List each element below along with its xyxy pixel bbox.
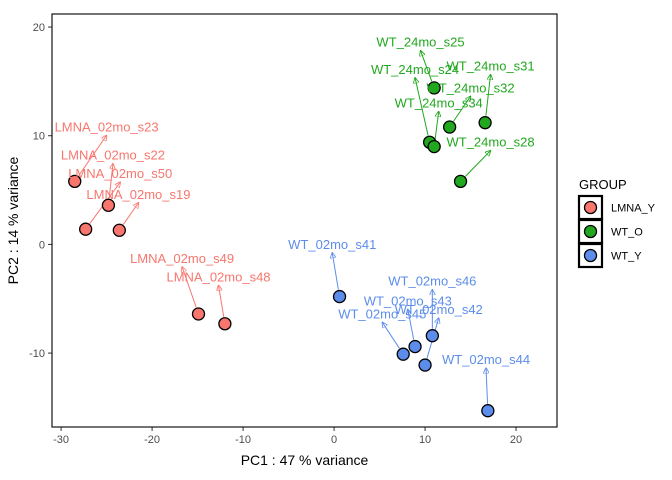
legend-label: WT_O: [611, 227, 643, 239]
point-label: WT_24mo_s34: [395, 95, 483, 110]
x-tick-label: -10: [235, 434, 251, 446]
label-arrow: [465, 151, 490, 177]
label-arrow: [421, 51, 433, 82]
label-arrow: [453, 96, 471, 122]
data-point: [332, 289, 347, 304]
data-point: [218, 317, 232, 331]
point-label: WT_24mo_s25: [376, 35, 464, 50]
chart-marks: LMNA_02mo_s23 LMNA_02mo_s22 LMNA_02mo_s50 L…: [55, 35, 535, 418]
label-arrow: [78, 135, 107, 176]
data-point: [442, 120, 457, 134]
y-tick-label: -10: [29, 348, 45, 360]
data-point: [478, 116, 492, 130]
label-arrow: [219, 285, 225, 317]
point-label: LMNA_02mo_s23: [55, 119, 159, 134]
x-tick-label: -20: [144, 434, 160, 446]
data-point: [425, 329, 439, 343]
y-tick-label: 0: [39, 239, 45, 251]
legend-title: GROUP: [579, 177, 627, 192]
label-arrow: [108, 164, 113, 199]
legend-label: LMNA_Y: [611, 203, 656, 215]
point-label: WT_24mo_s28: [446, 135, 534, 150]
point-label: WT_24mo_s32: [426, 80, 514, 95]
point-label: WT_24mo_s31: [446, 59, 534, 74]
point-label: WT_02mo_s46: [388, 274, 476, 289]
data-point: [427, 81, 441, 95]
data-points: [68, 81, 495, 418]
point-label: LMNA_02mo_s50: [68, 166, 172, 181]
y-axis-title: PC2 : 14 % variance: [5, 156, 21, 284]
x-tick-label: 20: [510, 434, 522, 446]
legend-key-marker: [583, 224, 598, 239]
legend: GROUP LMNA_Y WT_O WT_Y: [577, 177, 656, 269]
label-arrow: [485, 75, 491, 116]
data-point: [427, 139, 441, 154]
data-point: [453, 174, 468, 189]
data-point: [396, 347, 410, 361]
label-arrow: [408, 309, 415, 340]
point-label: LMNA_02mo_s22: [61, 148, 165, 163]
x-axis-title: PC1 : 47 % variance: [241, 452, 369, 468]
label-arrow: [415, 78, 429, 136]
point-label: WT_02mo_s44: [442, 352, 530, 367]
label-arrow: [122, 203, 138, 225]
data-point: [112, 223, 126, 237]
data-point: [101, 198, 116, 212]
point-label: LMNA_02mo_s19: [86, 187, 190, 202]
axis-ticks: -30 -20 -10 0 10 20 -10 0 10 20: [29, 22, 522, 446]
x-tick-label: -30: [53, 434, 69, 446]
point-label: WT_24mo_s24: [371, 62, 459, 77]
label-arrow: [486, 368, 488, 404]
panel-background: [52, 14, 557, 427]
data-point: [481, 404, 495, 418]
label-arrow: [382, 322, 400, 349]
label-arrow: [434, 111, 439, 140]
point-label: LMNA_02mo_s49: [130, 251, 234, 266]
legend-label: WT_Y: [611, 251, 642, 263]
y-tick-label: 20: [33, 22, 45, 34]
y-tick-label: 10: [33, 131, 45, 143]
label-arrow: [332, 253, 339, 290]
point-label: WT_02mo_s43: [364, 293, 452, 308]
data-point: [191, 307, 206, 321]
point-label: LMNA_02mo_s48: [166, 269, 270, 284]
legend-key-marker: [583, 200, 598, 215]
x-tick-label: 10: [419, 434, 431, 446]
panel-border: [51, 13, 558, 428]
x-tick-label: 0: [331, 434, 337, 446]
data-point: [408, 339, 422, 354]
data-point: [68, 174, 82, 189]
label-arrow: [182, 267, 197, 308]
data-point: [418, 358, 432, 372]
point-label: WT_02mo_s42: [395, 302, 483, 317]
point-label: WT_02mo_s41: [288, 237, 376, 252]
point-label: WT_02mo_s45: [338, 306, 426, 321]
legend-key-marker: [583, 248, 598, 263]
data-point: [79, 222, 93, 236]
point-labels: LMNA_02mo_s23 LMNA_02mo_s22 LMNA_02mo_s50 L…: [55, 35, 535, 367]
